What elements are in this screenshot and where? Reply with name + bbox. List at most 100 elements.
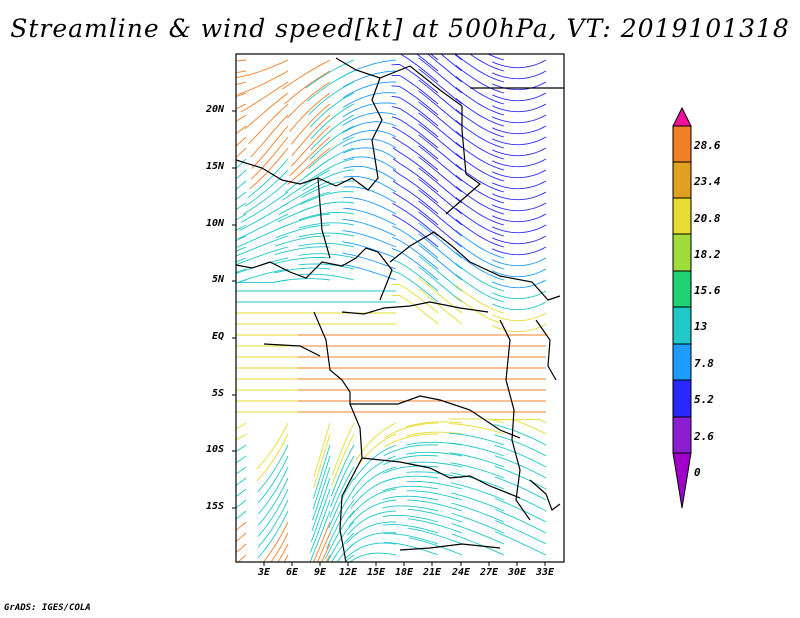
- colorbar-bin: [672, 306, 692, 345]
- streamline: [328, 477, 355, 529]
- lat-label: 15N: [206, 161, 225, 172]
- streamline: [392, 225, 439, 259]
- streamline: [236, 246, 247, 252]
- colorbar-label: 18.2: [694, 248, 721, 261]
- colorbar-label: 13: [694, 320, 708, 333]
- streamline: [236, 136, 247, 147]
- streamline: [406, 431, 463, 437]
- streamline: [384, 422, 439, 439]
- streamline: [236, 202, 247, 211]
- streamline: [451, 533, 505, 556]
- streamline: [392, 214, 439, 248]
- streamline: [277, 543, 289, 562]
- streamline: [236, 213, 247, 221]
- streamline: [249, 147, 289, 190]
- streamline: [274, 257, 331, 265]
- streamline: [236, 422, 247, 430]
- streamline: [343, 156, 397, 171]
- streamline: [289, 136, 331, 177]
- streamline: [406, 451, 463, 457]
- streamline: [492, 323, 547, 333]
- streamline: [289, 92, 331, 132]
- streamline: [248, 103, 289, 145]
- streamline: [342, 207, 397, 226]
- streamline: [449, 442, 505, 457]
- streamline: [492, 114, 547, 124]
- streamline: [392, 236, 439, 270]
- streamline: [342, 252, 397, 270]
- streamline: [313, 422, 331, 477]
- streamline: [418, 255, 463, 292]
- streamline: [455, 295, 505, 325]
- streamline: [302, 169, 355, 192]
- streamline: [236, 268, 247, 273]
- streamline: [455, 229, 505, 259]
- streamline: [344, 554, 355, 562]
- streamline: [351, 466, 397, 500]
- streamline: [391, 106, 439, 138]
- streamline: [236, 147, 247, 159]
- streamline: [416, 54, 439, 72]
- streamline: [298, 222, 355, 229]
- streamline: [418, 90, 463, 127]
- streamline: [298, 273, 355, 281]
- streamline: [418, 101, 463, 138]
- streamline: [492, 224, 547, 234]
- streamline: [299, 201, 355, 213]
- streamline: [455, 185, 505, 215]
- streamline: [287, 147, 331, 185]
- streamline: [236, 235, 289, 257]
- streamline: [240, 191, 289, 223]
- streamline: [336, 543, 355, 562]
- streamline: [310, 114, 355, 151]
- streamline: [492, 235, 547, 245]
- streamline: [418, 266, 463, 303]
- streamline: [342, 121, 397, 134]
- lat-label: 15S: [206, 501, 225, 512]
- streamline: [342, 102, 397, 118]
- streamline: [307, 136, 355, 169]
- streamline: [287, 81, 331, 119]
- streamline: [391, 74, 439, 105]
- streamline: [392, 191, 439, 226]
- streamline: [449, 432, 505, 446]
- streamline: [329, 466, 355, 518]
- streamline: [493, 419, 547, 435]
- streamline: [332, 422, 355, 475]
- streamline: [492, 268, 547, 278]
- lat-label: 5S: [212, 388, 225, 399]
- streamline: [455, 262, 505, 292]
- streamline: [343, 196, 397, 215]
- streamline: [494, 531, 547, 556]
- plot-frame: [235, 53, 565, 563]
- streamline: [455, 152, 505, 182]
- streamline: [309, 125, 355, 161]
- streamline: [455, 240, 505, 270]
- streamline: [298, 232, 355, 238]
- colorbar-bin: [672, 197, 692, 235]
- streamline: [392, 169, 439, 204]
- streamline: [257, 488, 289, 537]
- streamline: [492, 59, 547, 69]
- streamline: [455, 54, 505, 83]
- streamline: [280, 180, 331, 208]
- streamline: [429, 54, 439, 61]
- streamline: [494, 434, 547, 457]
- streamline: [342, 81, 396, 99]
- streamline: [450, 462, 505, 479]
- streamline: [301, 180, 355, 198]
- streamline: [455, 284, 505, 314]
- streamline: [236, 224, 247, 231]
- streamline: [355, 422, 397, 461]
- streamline: [257, 499, 289, 548]
- streamline: [382, 505, 439, 512]
- streamline: [494, 465, 547, 490]
- streamline: [391, 259, 439, 292]
- streamline: [418, 189, 463, 226]
- streamline: [347, 510, 397, 536]
- streamline: [455, 119, 505, 149]
- streamline: [352, 455, 397, 491]
- streamline: [330, 444, 355, 497]
- streamline: [236, 466, 247, 475]
- streamline: [383, 433, 438, 448]
